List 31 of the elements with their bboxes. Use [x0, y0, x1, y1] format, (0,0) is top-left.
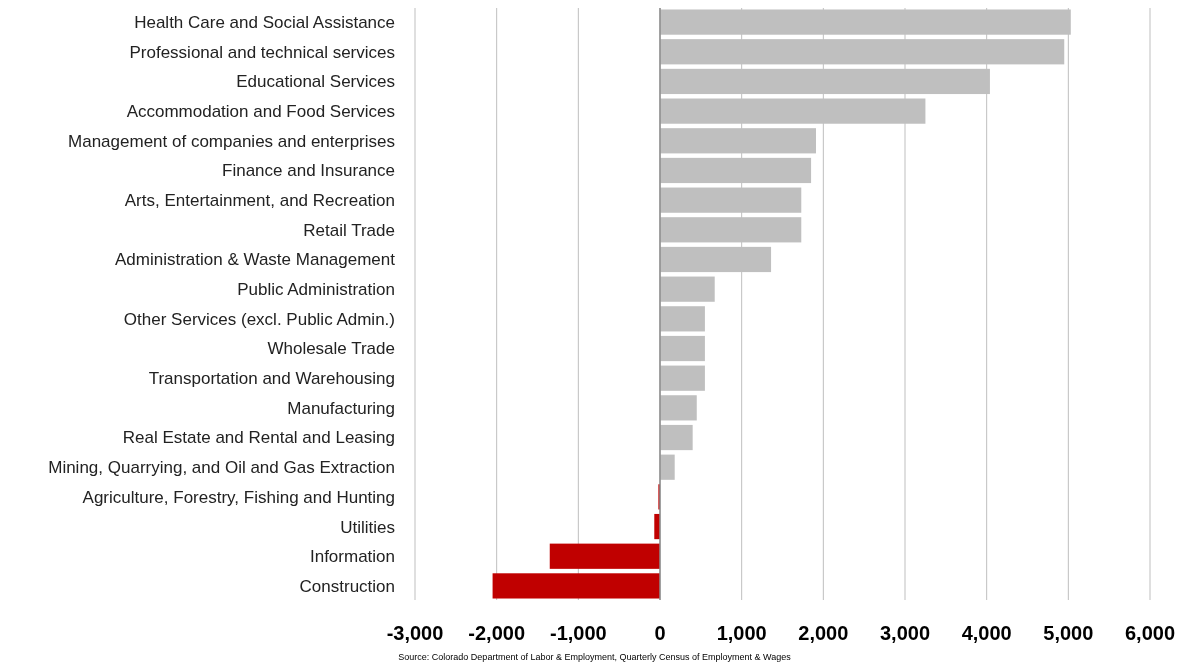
y-tick-label: Arts, Entertainment, and Recreation — [124, 191, 395, 211]
x-tick-label: -2,000 — [468, 622, 526, 644]
x-tick-label: 3,000 — [879, 622, 931, 644]
y-tick-label: Professional and technical services — [129, 42, 395, 62]
source-note: Source: Colorado Department of Labor & Employment, Quarterly Census of Employment & Wages — [398, 652, 792, 662]
x-tick-label: 5,000 — [1043, 622, 1094, 644]
x-tick-label: 1,000 — [716, 622, 767, 644]
y-tick-label: Finance and Insurance — [222, 161, 395, 181]
y-tick-label: Mining, Quarrying, and Oil and Gas Extraction — [48, 458, 395, 478]
y-tick-label: Transportation and Warehousing — [148, 369, 395, 389]
y-tick-label: Administration & Waste Management — [115, 250, 396, 270]
x-tick-label: 4,000 — [961, 622, 1012, 644]
y-tick-label: Educational Services — [236, 72, 395, 92]
x-tick-label: 2,000 — [798, 622, 849, 644]
y-tick-label: Utilities — [340, 517, 395, 537]
y-tick-label: Manufacturing — [287, 398, 395, 418]
y-tick-label: Real Estate and Rental and Leasing — [122, 428, 395, 448]
y-tick-label: Retail Trade — [303, 220, 395, 240]
x-tick-label: -1,000 — [549, 622, 607, 644]
x-tick-label: 6,000 — [1124, 622, 1176, 644]
y-tick-label: Wholesale Trade — [267, 339, 395, 359]
y-tick-label: Other Services (excl. Public Admin.) — [123, 309, 395, 329]
y-tick-label: Information — [309, 547, 395, 567]
y-tick-label: Public Administration — [237, 280, 395, 300]
y-tick-label: Agriculture, Forestry, Fishing and Hunting — [82, 487, 395, 507]
x-tick-label: -3,000 — [386, 622, 444, 644]
y-tick-label: Management of companies and enterprises — [68, 131, 395, 151]
y-tick-label: Health Care and Social Assistance — [134, 13, 395, 33]
y-tick-label: Construction — [299, 576, 395, 596]
x-tick-label: 0 — [654, 622, 666, 644]
y-tick-label: Accommodation and Food Services — [126, 102, 395, 122]
